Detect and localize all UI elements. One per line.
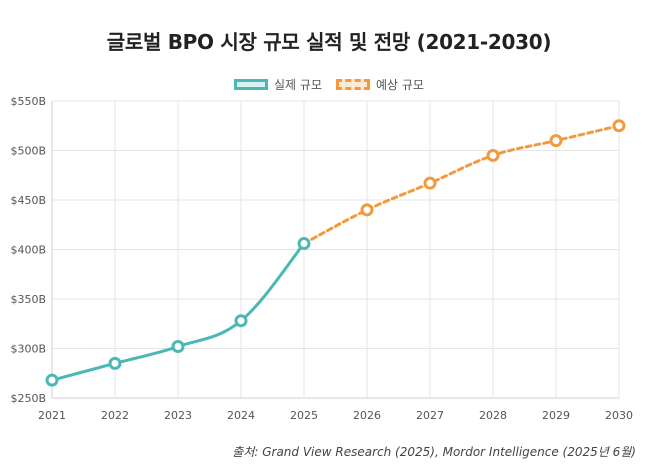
data-point-actual: [171, 340, 185, 354]
y-tick-label: $300B: [10, 343, 46, 356]
legend-label-actual: 실제 규모: [274, 78, 322, 92]
y-tick-label: $450B: [10, 194, 46, 207]
y-tick-label: $400B: [10, 244, 46, 257]
legend-item-actual[interactable]: 실제 규모: [234, 76, 322, 93]
x-tick-label: 2023: [164, 409, 192, 422]
x-tick-label: 2021: [38, 409, 66, 422]
data-point-actual: [108, 356, 122, 370]
legend: 실제 규모 예상 규모: [0, 76, 658, 93]
data-point-forecast: [612, 119, 626, 133]
data-point-forecast: [486, 148, 500, 162]
y-tick-label: $250B: [10, 392, 46, 405]
x-tick-label: 2022: [101, 409, 129, 422]
data-point-forecast: [423, 176, 437, 190]
data-point-forecast: [549, 134, 563, 148]
data-point-actual: [234, 314, 248, 328]
x-tick-label: 2025: [290, 409, 318, 422]
x-tick-label: 2028: [479, 409, 507, 422]
x-tick-label: 2030: [605, 409, 633, 422]
x-tick-label: 2026: [353, 409, 381, 422]
y-tick-label: $550B: [10, 95, 46, 108]
y-tick-label: $350B: [10, 293, 46, 306]
legend-swatch-forecast: [336, 79, 370, 90]
legend-label-forecast: 예상 규모: [376, 78, 424, 92]
y-tick-label: $500B: [10, 145, 46, 158]
x-tick-label: 2024: [227, 409, 255, 422]
source-note: 출처: Grand View Research (2025), Mordor I…: [232, 445, 636, 459]
legend-swatch-actual: [234, 79, 269, 90]
data-point-forecast: [360, 203, 374, 217]
data-point-actual: [45, 373, 59, 387]
x-tick-label: 2027: [416, 409, 444, 422]
chart-title: 글로벌 BPO 시장 규모 실적 및 전망 (2021-2030): [106, 30, 552, 54]
data-point-actual: [297, 237, 311, 251]
legend-item-forecast[interactable]: 예상 규모: [336, 76, 424, 93]
series-line-forecast: [302, 124, 621, 246]
x-tick-label: 2029: [542, 409, 570, 422]
